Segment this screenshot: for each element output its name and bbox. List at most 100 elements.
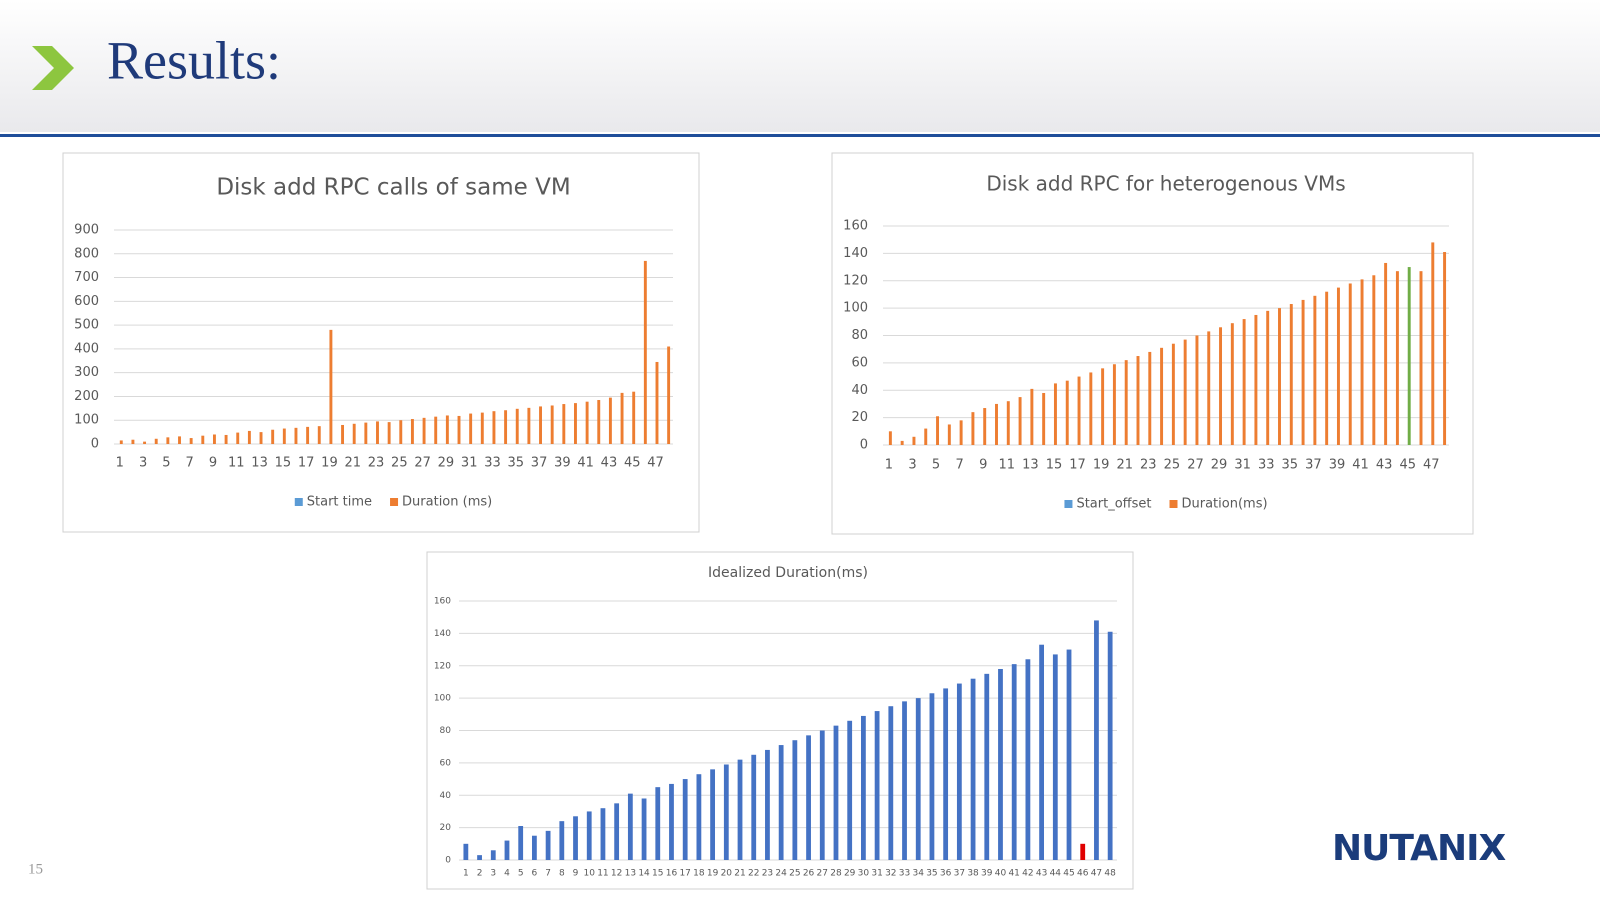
x-tick-label: 17 xyxy=(298,456,315,471)
x-tick-label: 30 xyxy=(858,869,870,879)
x-tick-label: 18 xyxy=(693,869,705,879)
x-tick-label: 35 xyxy=(508,456,525,471)
bar xyxy=(1136,356,1140,445)
x-tick-label: 43 xyxy=(1036,869,1047,879)
bar xyxy=(1183,339,1187,445)
legend-label: Duration(ms) xyxy=(1182,497,1268,512)
bar xyxy=(539,406,542,444)
y-tick-label: 120 xyxy=(843,273,868,288)
bar xyxy=(477,855,482,860)
x-tick-label: 5 xyxy=(162,456,170,471)
bar xyxy=(573,816,578,860)
chart-title: Disk add RPC calls of same VM xyxy=(216,175,570,201)
bar xyxy=(936,416,940,445)
x-tick-label: 15 xyxy=(652,869,663,879)
bar xyxy=(247,430,251,444)
bar xyxy=(608,397,612,444)
x-tick-label: 37 xyxy=(531,456,548,471)
x-tick-label: 5 xyxy=(932,458,940,473)
x-tick-label: 35 xyxy=(926,869,937,879)
bar xyxy=(504,410,508,444)
bar xyxy=(1148,351,1152,445)
bar xyxy=(1042,392,1046,445)
y-tick-label: 0 xyxy=(445,856,451,866)
bar xyxy=(1325,291,1329,445)
bar xyxy=(410,419,414,444)
x-tick-label: 39 xyxy=(1329,458,1346,473)
bar xyxy=(1372,275,1376,445)
x-tick-label: 3 xyxy=(490,869,496,879)
x-tick-label: 14 xyxy=(638,869,650,879)
y-tick-label: 100 xyxy=(74,413,99,428)
legend-label: Duration (ms) xyxy=(402,495,492,510)
bar xyxy=(1360,279,1364,445)
bar xyxy=(119,440,123,444)
bar xyxy=(1254,314,1258,445)
x-tick-label: 46 xyxy=(1077,869,1089,879)
bar xyxy=(778,745,784,860)
bar xyxy=(364,422,368,444)
bar xyxy=(550,405,554,444)
bar xyxy=(1025,659,1031,860)
x-tick-label: 2 xyxy=(477,869,483,879)
x-tick-label: 47 xyxy=(1423,458,1440,473)
x-tick-label: 29 xyxy=(438,456,455,471)
x-tick-label: 11 xyxy=(999,458,1016,473)
x-tick-label: 7 xyxy=(186,456,194,471)
legend-swatch xyxy=(1064,500,1073,508)
y-tick-label: 20 xyxy=(851,410,868,425)
logo: NUTANIX xyxy=(1332,828,1507,869)
bar xyxy=(236,432,240,444)
bar xyxy=(559,821,565,860)
y-tick-label: 100 xyxy=(434,694,451,704)
x-tick-label: 26 xyxy=(803,869,815,879)
x-tick-label: 37 xyxy=(954,869,965,879)
y-tick-label: 900 xyxy=(74,223,99,238)
bar xyxy=(819,730,825,860)
y-tick-label: 160 xyxy=(843,219,868,234)
x-tick-label: 41 xyxy=(577,456,594,471)
bar xyxy=(956,683,962,860)
bar xyxy=(792,740,798,860)
bar xyxy=(504,840,510,860)
bar xyxy=(1289,304,1293,445)
bar xyxy=(600,808,606,860)
bar xyxy=(387,422,391,444)
bar xyxy=(614,803,620,860)
bar xyxy=(737,759,743,860)
bar xyxy=(463,843,469,860)
bar xyxy=(189,438,193,444)
bar xyxy=(1039,644,1045,860)
bar xyxy=(1313,295,1317,445)
bar xyxy=(833,725,839,860)
bar xyxy=(317,426,321,444)
bar xyxy=(667,346,671,444)
bar xyxy=(1384,262,1388,445)
bar xyxy=(1395,271,1399,445)
bar xyxy=(1195,335,1199,445)
bar xyxy=(1124,360,1128,445)
bar xyxy=(655,787,661,860)
x-tick-label: 41 xyxy=(1352,458,1369,473)
x-tick-label: 45 xyxy=(624,456,641,471)
bar xyxy=(1301,299,1305,445)
x-tick-label: 29 xyxy=(1211,458,1228,473)
bar xyxy=(998,668,1003,860)
x-tick-label: 23 xyxy=(1140,458,1157,473)
x-tick-label: 4 xyxy=(504,869,510,879)
bar xyxy=(947,424,951,445)
x-tick-label: 23 xyxy=(762,869,773,879)
x-tick-label: 38 xyxy=(967,869,979,879)
x-tick-label: 29 xyxy=(844,869,856,879)
y-tick-label: 0 xyxy=(91,437,99,452)
x-tick-label: 22 xyxy=(748,869,759,879)
bar xyxy=(329,329,333,444)
bar xyxy=(632,391,636,444)
x-tick-label: 47 xyxy=(1091,869,1102,879)
bar xyxy=(888,706,894,860)
bar xyxy=(1443,252,1447,445)
bar xyxy=(912,436,916,445)
bar xyxy=(469,413,473,444)
x-tick-label: 17 xyxy=(679,869,690,879)
bar xyxy=(212,434,216,444)
